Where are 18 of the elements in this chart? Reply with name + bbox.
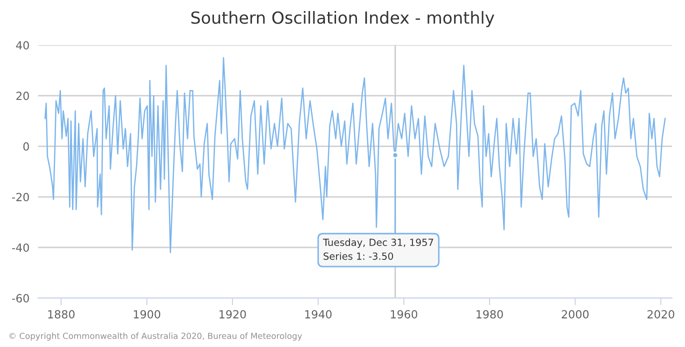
y-tick-label: 40: [16, 41, 29, 50]
annotation: Tuesday, Dec 31, 1957 Series 1: -3.50: [322, 238, 434, 260]
x-tick-label: 1900: [134, 310, 160, 318]
x-tick-label: 2020: [648, 310, 674, 318]
x-tick-label: 1920: [220, 310, 246, 318]
y-tick-label: -20: [12, 192, 29, 202]
x-tick-label: 1940: [305, 310, 332, 318]
line-series: [44, 57, 666, 254]
x-tick-label: 1980: [476, 310, 503, 318]
y-tick-label: -40: [12, 243, 29, 252]
y-tick-label: -60: [12, 294, 29, 302]
x-tick-label: 2000: [562, 310, 589, 318]
y-tick-label: 20: [16, 92, 29, 100]
x-tick-label: 1960: [390, 310, 418, 318]
y-tick-label: 0: [23, 142, 29, 151]
text: © Copyright Commonwealth of Australia 2020, Bureau of Meteorology: [9, 332, 302, 341]
chart-title: Southern Oscillation Index - monthly: [191, 11, 494, 28]
x-tick-label: 1880: [48, 310, 75, 318]
